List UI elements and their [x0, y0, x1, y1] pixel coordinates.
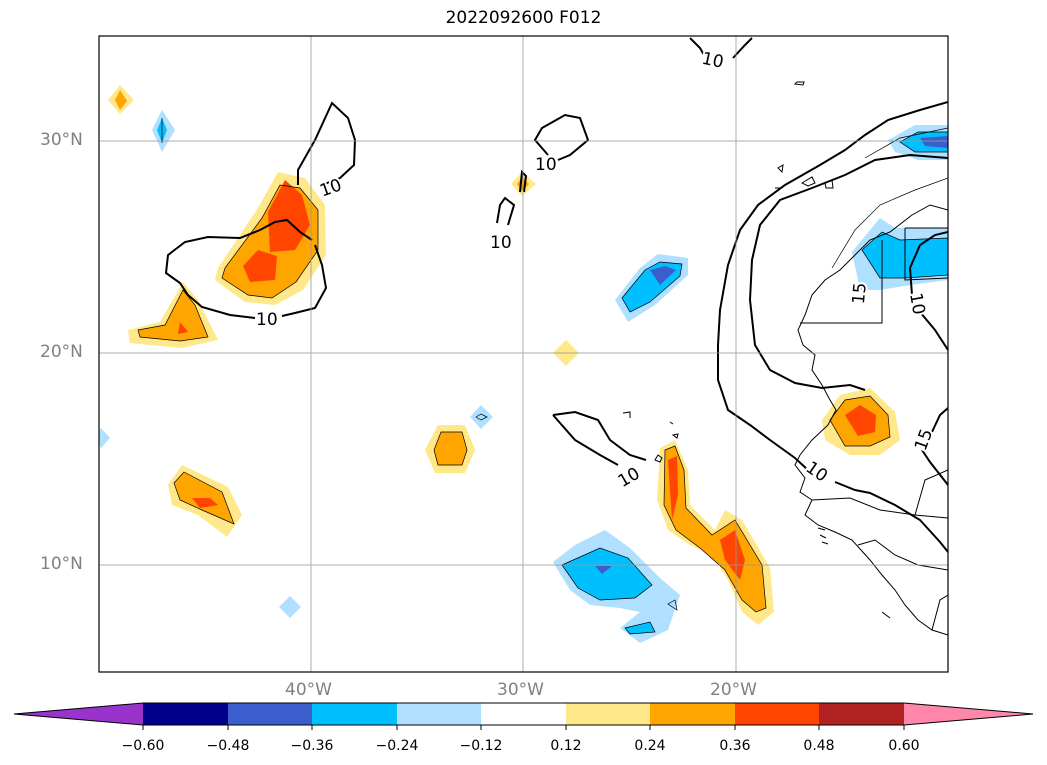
contour-lines — [164, 37, 948, 553]
colorbar-tick-label: −0.60 — [121, 738, 165, 754]
coastlines — [622, 81, 948, 636]
colorbar-tick-label: −0.24 — [375, 738, 419, 754]
contour-label: 10 — [490, 233, 512, 253]
contour-label: 10 — [615, 464, 644, 492]
colorbar-tick-label: 0.48 — [803, 738, 835, 754]
gridlines — [99, 36, 948, 672]
lon-label-40w: 40°W — [285, 680, 332, 700]
colorbar-segment — [650, 703, 735, 725]
lon-label-20w: 20°W — [710, 680, 757, 700]
map-title: 2022092600 F012 — [445, 8, 602, 28]
colorbar-segment — [397, 703, 481, 725]
lat-label-20n: 20°N — [40, 342, 83, 362]
contour-label: 10 — [256, 310, 278, 330]
contour-label: 15 — [849, 282, 871, 305]
contour-label: 10 — [535, 155, 557, 175]
colorbar-tick-label: −0.36 — [290, 738, 334, 754]
colorbar-segment — [312, 703, 397, 725]
colorbar-tick-label: 0.12 — [550, 738, 582, 754]
colorbar-extend-max — [904, 703, 1033, 725]
colorbar-segment — [228, 703, 312, 725]
lat-label-30n: 30°N — [40, 130, 83, 150]
colorbar-tick-label: −0.48 — [206, 738, 250, 754]
colorbar-tick-label: 0.24 — [634, 738, 666, 754]
colorbar-segment — [481, 703, 566, 725]
colorbar-tick-label: 0.60 — [888, 738, 920, 754]
colorbar-segment — [566, 703, 650, 725]
contour-label: 10 — [802, 458, 831, 487]
contour-label: 10 — [905, 291, 928, 316]
colorbar-segment — [735, 703, 819, 725]
map-area: 10 10 10 10 10 10 10 15 10 15 — [99, 36, 948, 672]
map-frame — [98, 35, 949, 673]
colorbar-segment — [819, 703, 904, 725]
colorbar-tick-label: −0.12 — [459, 738, 503, 754]
colorbar — [13, 702, 1034, 730]
colorbar-tick-label: 0.36 — [719, 738, 751, 754]
contour-label: 10 — [700, 49, 725, 73]
contour-label: 10 — [317, 175, 344, 201]
colorbar-extend-min — [14, 703, 143, 725]
lon-label-30w: 30°W — [497, 680, 544, 700]
lat-label-10n: 10°N — [40, 554, 83, 574]
anomaly-shading — [99, 85, 948, 643]
colorbar-segment — [143, 703, 228, 725]
